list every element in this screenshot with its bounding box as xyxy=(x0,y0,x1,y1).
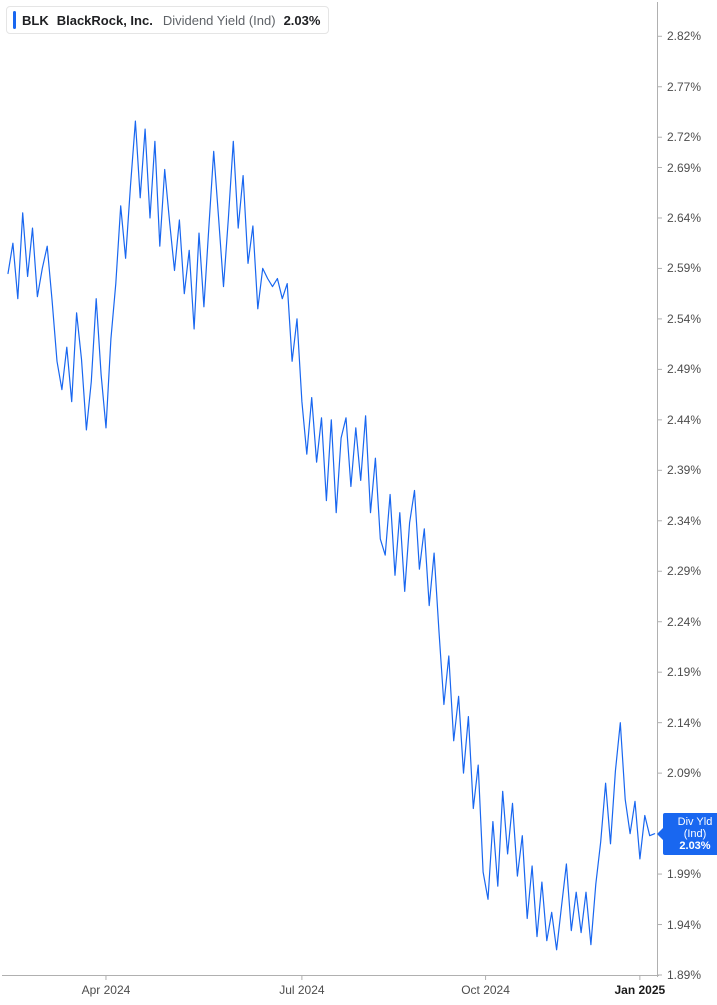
y-axis-tick-label: 1.99% xyxy=(667,867,701,881)
series-line xyxy=(8,121,655,950)
y-axis-tick-label: 2.49% xyxy=(667,362,701,376)
y-axis-tick-label: 2.77% xyxy=(667,80,701,94)
y-axis-tick-label: 2.09% xyxy=(667,766,701,780)
x-axis-tick-label: Jan 2025 xyxy=(614,983,665,997)
y-axis-tick-label: 2.29% xyxy=(667,564,701,578)
y-axis-tick-label: 2.44% xyxy=(667,413,701,427)
y-axis-tick-label: 2.69% xyxy=(667,161,701,175)
y-axis-tick-label: 2.34% xyxy=(667,514,701,528)
y-axis-tick-label: 2.82% xyxy=(667,29,701,43)
x-axis-tick-label: Jul 2024 xyxy=(279,983,324,997)
x-axis-tick-label: Apr 2024 xyxy=(82,983,131,997)
y-axis-tick-label: 2.19% xyxy=(667,665,701,679)
y-axis-tick-label: 1.89% xyxy=(667,968,701,982)
x-axis-tick-label: Oct 2024 xyxy=(461,983,510,997)
y-axis-tick-label: 2.64% xyxy=(667,211,701,225)
y-axis-tick-label: 2.39% xyxy=(667,463,701,477)
y-axis-tick-label: 2.24% xyxy=(667,615,701,629)
current-value-callout: Div Yld (Ind)2.03% xyxy=(663,813,717,855)
y-axis-tick-label: 2.72% xyxy=(667,130,701,144)
y-axis-tick-label: 2.59% xyxy=(667,261,701,275)
callout-value: 2.03% xyxy=(669,840,717,852)
y-axis-tick-label: 1.94% xyxy=(667,918,701,932)
y-axis-tick-label: 2.54% xyxy=(667,312,701,326)
y-axis-tick-label: 2.14% xyxy=(667,716,701,730)
chart-container: BLK BlackRock, Inc. Dividend Yield (Ind)… xyxy=(0,0,717,1005)
line-chart[interactable] xyxy=(0,0,717,1005)
callout-label: Div Yld (Ind) xyxy=(669,816,717,840)
